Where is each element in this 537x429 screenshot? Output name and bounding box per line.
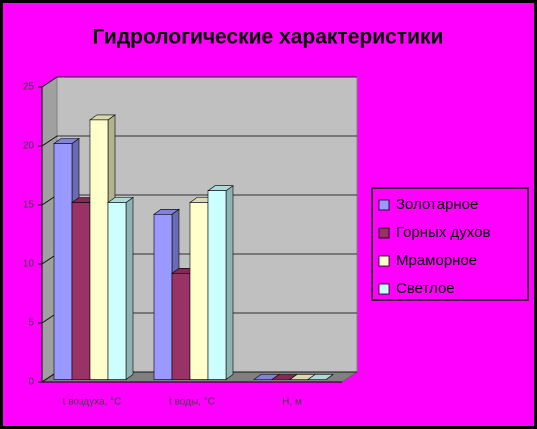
bar <box>89 119 109 380</box>
legend-swatch <box>378 283 390 295</box>
y-tick-label: 10 <box>23 259 35 270</box>
bar <box>53 143 73 380</box>
bar <box>207 190 227 380</box>
legend-swatch <box>378 227 390 239</box>
bar <box>71 202 91 380</box>
bar-top <box>307 374 334 380</box>
legend-label: Золотарное <box>396 196 478 213</box>
legend-label: Мраморное <box>396 252 477 269</box>
chart-title: Гидрологические характеристики <box>93 26 444 49</box>
bar <box>107 202 127 380</box>
bar-side <box>225 185 234 381</box>
bar-side <box>125 196 134 381</box>
legend-swatch <box>378 255 390 267</box>
legend-label: Горных духов <box>396 224 490 241</box>
x-tick-label: t воздуха, °C <box>63 397 122 408</box>
bar <box>171 272 191 380</box>
y-tick-label: 5 <box>28 318 34 329</box>
grid-line <box>41 76 357 88</box>
legend-label: Светлое <box>396 280 455 297</box>
bar <box>189 202 209 380</box>
grid-line <box>41 135 357 147</box>
y-tick-label: 15 <box>23 200 35 211</box>
y-tick-label: 20 <box>23 141 35 152</box>
x-tick-label: Н, м <box>282 397 302 408</box>
legend-swatch <box>378 199 390 211</box>
legend-box <box>371 187 529 301</box>
x-tick-label: t воды, °C <box>169 397 215 408</box>
bar <box>153 214 173 380</box>
y-tick-label: 0 <box>28 377 34 388</box>
y-tick-label: 25 <box>23 82 35 93</box>
